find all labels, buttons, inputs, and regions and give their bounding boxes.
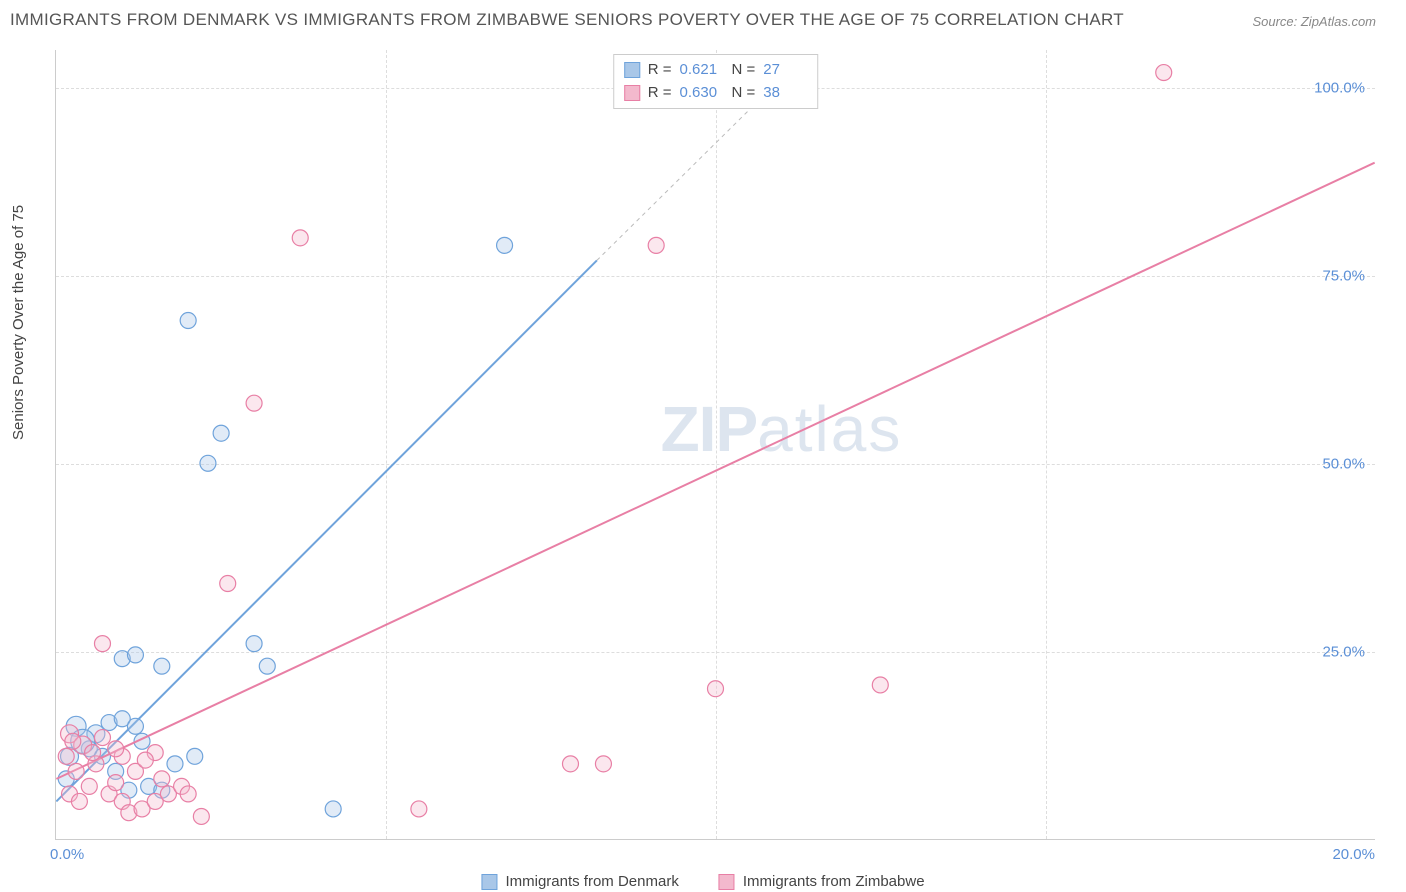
r-label: R = [648, 59, 672, 82]
swatch-denmark [624, 62, 640, 78]
r-value-zimbabwe: 0.630 [680, 82, 724, 105]
point-zimbabwe [872, 677, 888, 693]
point-denmark [154, 658, 170, 674]
point-denmark [259, 658, 275, 674]
chart-title: IMMIGRANTS FROM DENMARK VS IMMIGRANTS FR… [10, 10, 1124, 30]
source-label: Source: ZipAtlas.com [1252, 14, 1376, 29]
point-zimbabwe [708, 681, 724, 697]
stats-row-zimbabwe: R = 0.630 N = 38 [624, 82, 808, 105]
legend-item-zimbabwe: Immigrants from Zimbabwe [719, 873, 925, 890]
point-zimbabwe [562, 756, 578, 772]
point-zimbabwe [180, 786, 196, 802]
n-value-denmark: 27 [763, 59, 807, 82]
point-zimbabwe [411, 801, 427, 817]
chart-area: ZIPatlas R = 0.621 N = 27 R = 0.630 N = … [55, 50, 1375, 840]
point-zimbabwe [94, 730, 110, 746]
point-denmark [213, 425, 229, 441]
n-label: N = [732, 82, 756, 105]
point-zimbabwe [71, 793, 87, 809]
n-value-zimbabwe: 38 [763, 82, 807, 105]
point-denmark [180, 313, 196, 329]
x-tick-label: 20.0% [1332, 846, 1375, 863]
point-denmark [497, 237, 513, 253]
swatch-zimbabwe-bottom [719, 874, 735, 890]
x-tick-label: 0.0% [50, 846, 84, 863]
point-denmark [246, 636, 262, 652]
point-zimbabwe [85, 745, 101, 761]
point-denmark [325, 801, 341, 817]
legend-label-zimbabwe: Immigrants from Zimbabwe [743, 873, 925, 890]
point-denmark [167, 756, 183, 772]
r-value-denmark: 0.621 [680, 59, 724, 82]
point-denmark [200, 455, 216, 471]
plot-svg [56, 50, 1375, 839]
point-zimbabwe [68, 763, 84, 779]
point-zimbabwe [292, 230, 308, 246]
point-denmark [127, 647, 143, 663]
swatch-zimbabwe [624, 85, 640, 101]
point-zimbabwe [137, 752, 153, 768]
point-zimbabwe [1156, 65, 1172, 81]
stats-legend: R = 0.621 N = 27 R = 0.630 N = 38 [613, 54, 819, 109]
legend-item-denmark: Immigrants from Denmark [481, 873, 678, 890]
point-zimbabwe [108, 775, 124, 791]
legend-bottom: Immigrants from Denmark Immigrants from … [481, 873, 924, 890]
swatch-denmark-bottom [481, 874, 497, 890]
point-zimbabwe [246, 395, 262, 411]
point-zimbabwe [193, 808, 209, 824]
point-denmark [127, 718, 143, 734]
point-zimbabwe [154, 771, 170, 787]
stats-row-denmark: R = 0.621 N = 27 [624, 59, 808, 82]
point-zimbabwe [58, 748, 74, 764]
point-zimbabwe [648, 237, 664, 253]
point-zimbabwe [108, 741, 124, 757]
point-zimbabwe [94, 636, 110, 652]
point-zimbabwe [65, 733, 81, 749]
point-zimbabwe [220, 576, 236, 592]
point-zimbabwe [81, 778, 97, 794]
legend-label-denmark: Immigrants from Denmark [505, 873, 678, 890]
y-axis-label: Seniors Poverty Over the Age of 75 [10, 205, 27, 440]
point-zimbabwe [595, 756, 611, 772]
point-denmark [187, 748, 203, 764]
n-label: N = [732, 59, 756, 82]
r-label: R = [648, 82, 672, 105]
